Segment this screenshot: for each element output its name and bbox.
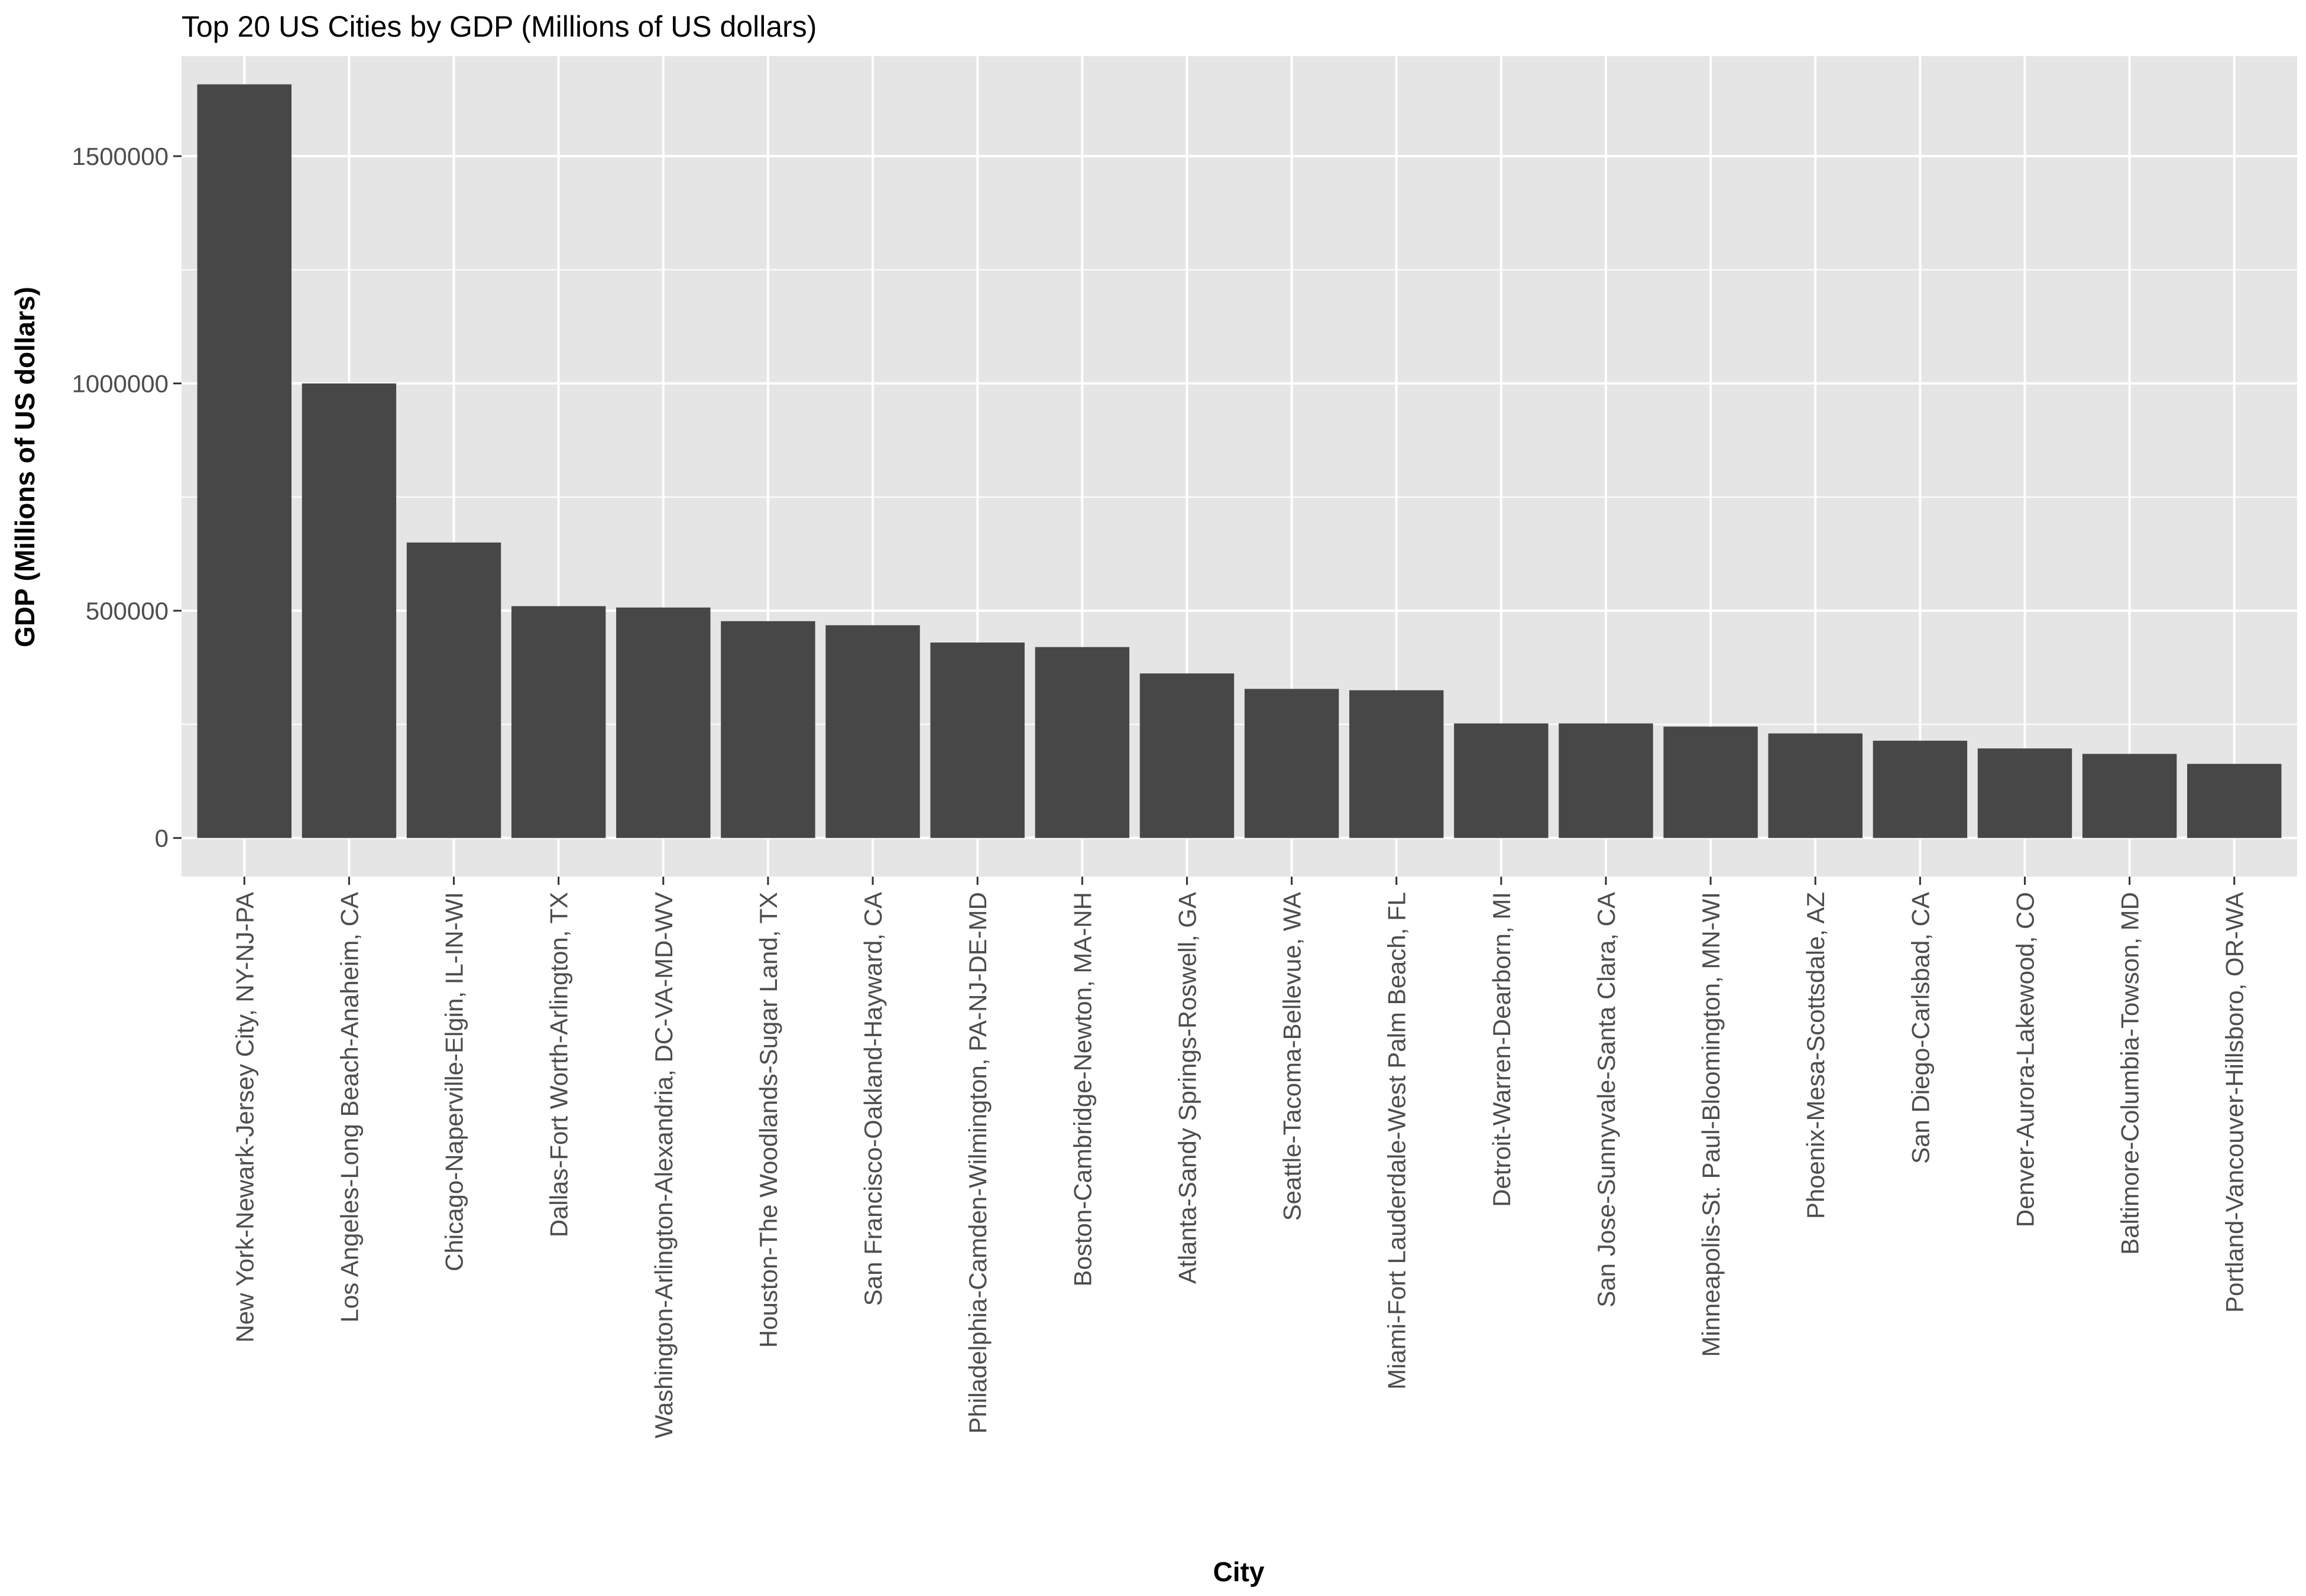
bar <box>825 625 920 838</box>
y-axis-title: GDP (Millions of US dollars) <box>9 287 40 647</box>
x-tick-label: New York-Newark-Jersey City, NY-NJ-PA <box>231 892 258 1342</box>
x-tick-label: Seattle-Tacoma-Bellevue, WA <box>1278 892 1306 1221</box>
y-axis: 0 500000 1000000 1500000 <box>72 142 182 852</box>
x-tick-label: Houston-The Woodlands-Sugar Land, TX <box>754 892 782 1348</box>
bar <box>2082 754 2177 838</box>
x-tick-label: Boston-Cambridge-Newton, MA-NH <box>1068 892 1096 1287</box>
bar <box>1873 741 1968 838</box>
y-tick-label: 500000 <box>86 597 169 625</box>
bar <box>302 383 397 838</box>
x-tick-label: San Diego-Carlsbad, CA <box>1906 892 1934 1164</box>
bar <box>930 642 1025 838</box>
bar <box>406 542 501 838</box>
x-tick-label: Minneapolis-St. Paul-Bloomington, MN-WI <box>1697 892 1725 1357</box>
x-tick-label: Philadelphia-Camden-Wilmington, PA-NJ-DE… <box>964 892 992 1434</box>
y-tick-label: 0 <box>155 825 169 852</box>
bar <box>1768 733 1863 838</box>
bar <box>1559 723 1653 838</box>
bar <box>616 607 711 838</box>
bar <box>2187 764 2282 838</box>
bar <box>1035 647 1130 838</box>
x-tick-label: San Francisco-Oakland-Hayward, CA <box>859 892 887 1306</box>
x-tick-label: Miami-Fort Lauderdale-West Palm Beach, F… <box>1383 892 1411 1390</box>
bar <box>1663 726 1758 838</box>
x-tick-label: Baltimore-Columbia-Towson, MD <box>2116 892 2144 1255</box>
bar <box>1977 748 2072 838</box>
x-tick-label: Phoenix-Mesa-Scottsdale, AZ <box>1802 892 1829 1219</box>
x-tick-label: Los Angeles-Long Beach-Anaheim, CA <box>335 892 363 1322</box>
x-tick-label: Atlanta-Sandy Springs-Roswell, GA <box>1173 892 1201 1284</box>
bars <box>197 84 2282 838</box>
bar <box>1244 689 1339 838</box>
bar <box>1349 690 1444 838</box>
y-tick-label: 1500000 <box>72 142 169 170</box>
bar <box>1454 723 1549 838</box>
x-tick-label: Denver-Aurora-Lakewood, CO <box>2011 892 2039 1227</box>
x-tick-label: Detroit-Warren-Dearborn, MI <box>1488 892 1515 1207</box>
bar <box>1139 673 1235 838</box>
x-tick-label: Portland-Vancouver-Hillsboro, OR-WA <box>2221 892 2249 1313</box>
bar <box>721 621 815 838</box>
x-axis: New York-Newark-Jersey City, NY-NJ-PA Los… <box>231 877 2249 1438</box>
x-axis-title: City <box>1213 1556 1265 1587</box>
x-tick-label: Chicago-Naperville-Elgin, IL-IN-WI <box>441 892 468 1271</box>
x-tick-label: Dallas-Fort Worth-Arlington, TX <box>545 892 573 1237</box>
bar <box>197 84 292 838</box>
y-tick-label: 1000000 <box>72 370 169 398</box>
chart-title: Top 20 US Cities by GDP (Millions of US … <box>182 10 817 43</box>
x-tick-label: San Jose-Sunnyvale-Santa Clara, CA <box>1592 892 1620 1308</box>
x-tick-label: Washington-Arlington-Alexandria, DC-VA-M… <box>650 892 678 1438</box>
bar <box>511 606 606 838</box>
